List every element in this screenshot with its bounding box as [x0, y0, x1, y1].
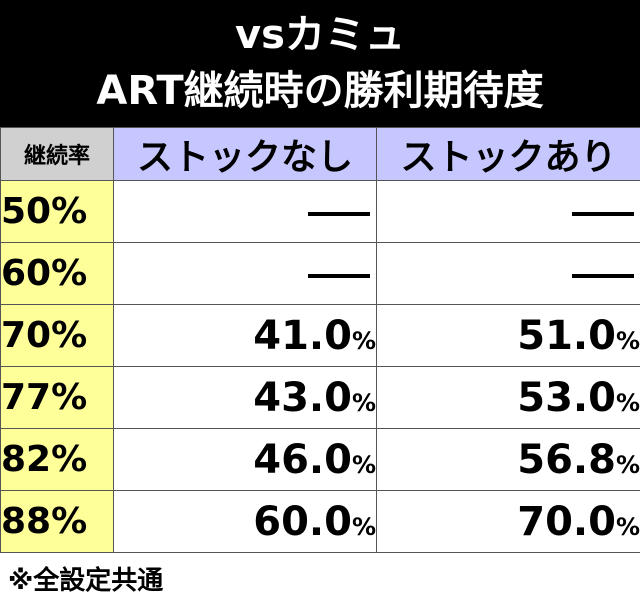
table-row: 77% 43.0% 53.0% [0, 366, 640, 429]
with-stock-cell: 70.0% [376, 490, 640, 553]
dash-mark [572, 273, 634, 278]
rate-cell: 60% [0, 242, 114, 305]
with-stock-value: 51.0 [517, 312, 616, 359]
table-row: 88% 60.0% 70.0% [0, 490, 640, 553]
rate-cell: 88% [0, 490, 114, 553]
percent-sign: % [615, 512, 640, 541]
no-stock-cell: 43.0% [113, 366, 377, 429]
no-stock-cell: 60.0% [113, 490, 377, 553]
dash-mark [572, 211, 634, 216]
footnote: ※全設定共通 [8, 566, 164, 596]
rate-cell: 77% [0, 366, 114, 429]
rate-cell: 82% [0, 428, 114, 491]
rate-cell: 70% [0, 304, 114, 367]
title-line-2: ART継続時の勝利期待度 [96, 68, 544, 114]
table-row: 50% [0, 180, 640, 243]
no-stock-value: 41.0 [253, 312, 352, 359]
with-stock-cell [376, 180, 640, 243]
percent-sign: % [351, 388, 376, 417]
with-stock-cell [376, 242, 640, 305]
column-header-no-stock: ストックなし [113, 127, 377, 181]
percent-sign: % [615, 450, 640, 479]
win-rate-table: 継続率 ストックなし ストックあり 50% 60% 70% 41.0% 51.0… [0, 127, 640, 553]
table-header-row: 継続率 ストックなし ストックあり [0, 127, 640, 181]
rate-cell: 50% [0, 180, 114, 243]
with-stock-value: 56.8 [517, 436, 616, 483]
with-stock-cell: 56.8% [376, 428, 640, 491]
no-stock-cell: 46.0% [113, 428, 377, 491]
dash-mark [308, 211, 370, 216]
with-stock-value: 70.0 [517, 498, 616, 545]
percent-sign: % [351, 512, 376, 541]
column-header-with-stock: ストックあり [376, 127, 640, 181]
no-stock-cell [113, 180, 377, 243]
column-header-rate: 継続率 [0, 127, 114, 181]
with-stock-value: 53.0 [517, 374, 616, 421]
no-stock-value: 46.0 [253, 436, 352, 483]
with-stock-cell: 51.0% [376, 304, 640, 367]
percent-sign: % [615, 388, 640, 417]
no-stock-value: 60.0 [253, 498, 352, 545]
no-stock-cell [113, 242, 377, 305]
percent-sign: % [351, 450, 376, 479]
title-banner: vsカミュ ART継続時の勝利期待度 [0, 0, 640, 127]
table-row: 70% 41.0% 51.0% [0, 304, 640, 367]
table-row: 82% 46.0% 56.8% [0, 428, 640, 491]
no-stock-cell: 41.0% [113, 304, 377, 367]
with-stock-cell: 53.0% [376, 366, 640, 429]
percent-sign: % [351, 326, 376, 355]
title-line-1: vsカミュ [235, 12, 405, 58]
dash-mark [308, 273, 370, 278]
no-stock-value: 43.0 [253, 374, 352, 421]
percent-sign: % [615, 326, 640, 355]
table-row: 60% [0, 242, 640, 305]
